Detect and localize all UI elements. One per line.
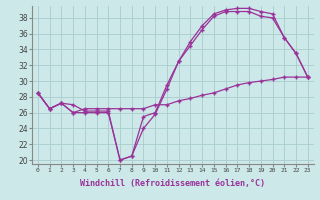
X-axis label: Windchill (Refroidissement éolien,°C): Windchill (Refroidissement éolien,°C) — [80, 179, 265, 188]
